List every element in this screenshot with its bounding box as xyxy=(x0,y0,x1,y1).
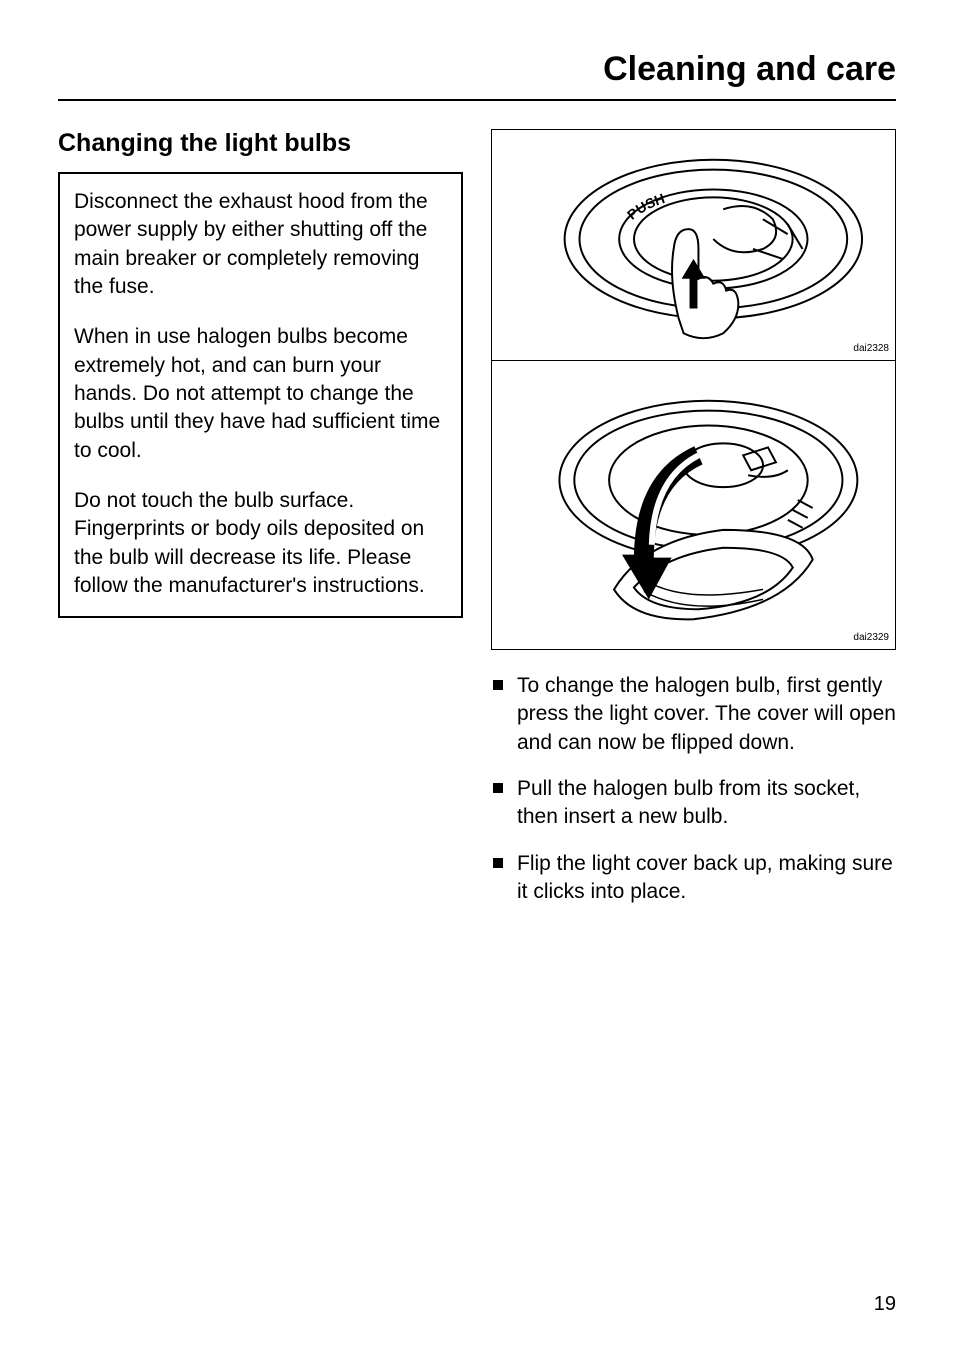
subheading: Changing the light bulbs xyxy=(58,129,463,158)
warning-paragraph-2: When in use halogen bulbs become extreme… xyxy=(74,323,447,465)
warning-paragraph-1: Disconnect the exhaust hood from the pow… xyxy=(74,188,447,301)
step-2: Pull the halogen bulb from its socket, t… xyxy=(491,775,896,832)
illustration-open-icon xyxy=(492,361,895,649)
figure-caption-1: dai2328 xyxy=(853,343,889,354)
figure-caption-2: dai2329 xyxy=(853,632,889,643)
right-column: PUSH dai2328 xyxy=(491,129,896,924)
page-number: 19 xyxy=(874,1293,896,1316)
warning-box: Disconnect the exhaust hood from the pow… xyxy=(58,172,463,618)
illustration-push-icon: PUSH xyxy=(492,130,895,360)
manual-page: Cleaning and care Changing the light bul… xyxy=(0,0,954,1352)
two-column-layout: Changing the light bulbs Disconnect the … xyxy=(58,129,896,924)
step-1: To change the halogen bulb, first gently… xyxy=(491,672,896,757)
warning-paragraph-3: Do not touch the bulb surface. Fingerpri… xyxy=(74,487,447,600)
figure-open-cover: dai2329 xyxy=(491,360,896,650)
section-title: Cleaning and care xyxy=(58,50,896,101)
step-3: Flip the light cover back up, making sur… xyxy=(491,850,896,907)
instruction-steps: To change the halogen bulb, first gently… xyxy=(491,672,896,906)
figure-push-cover: PUSH dai2328 xyxy=(491,129,896,361)
left-column: Changing the light bulbs Disconnect the … xyxy=(58,129,463,924)
